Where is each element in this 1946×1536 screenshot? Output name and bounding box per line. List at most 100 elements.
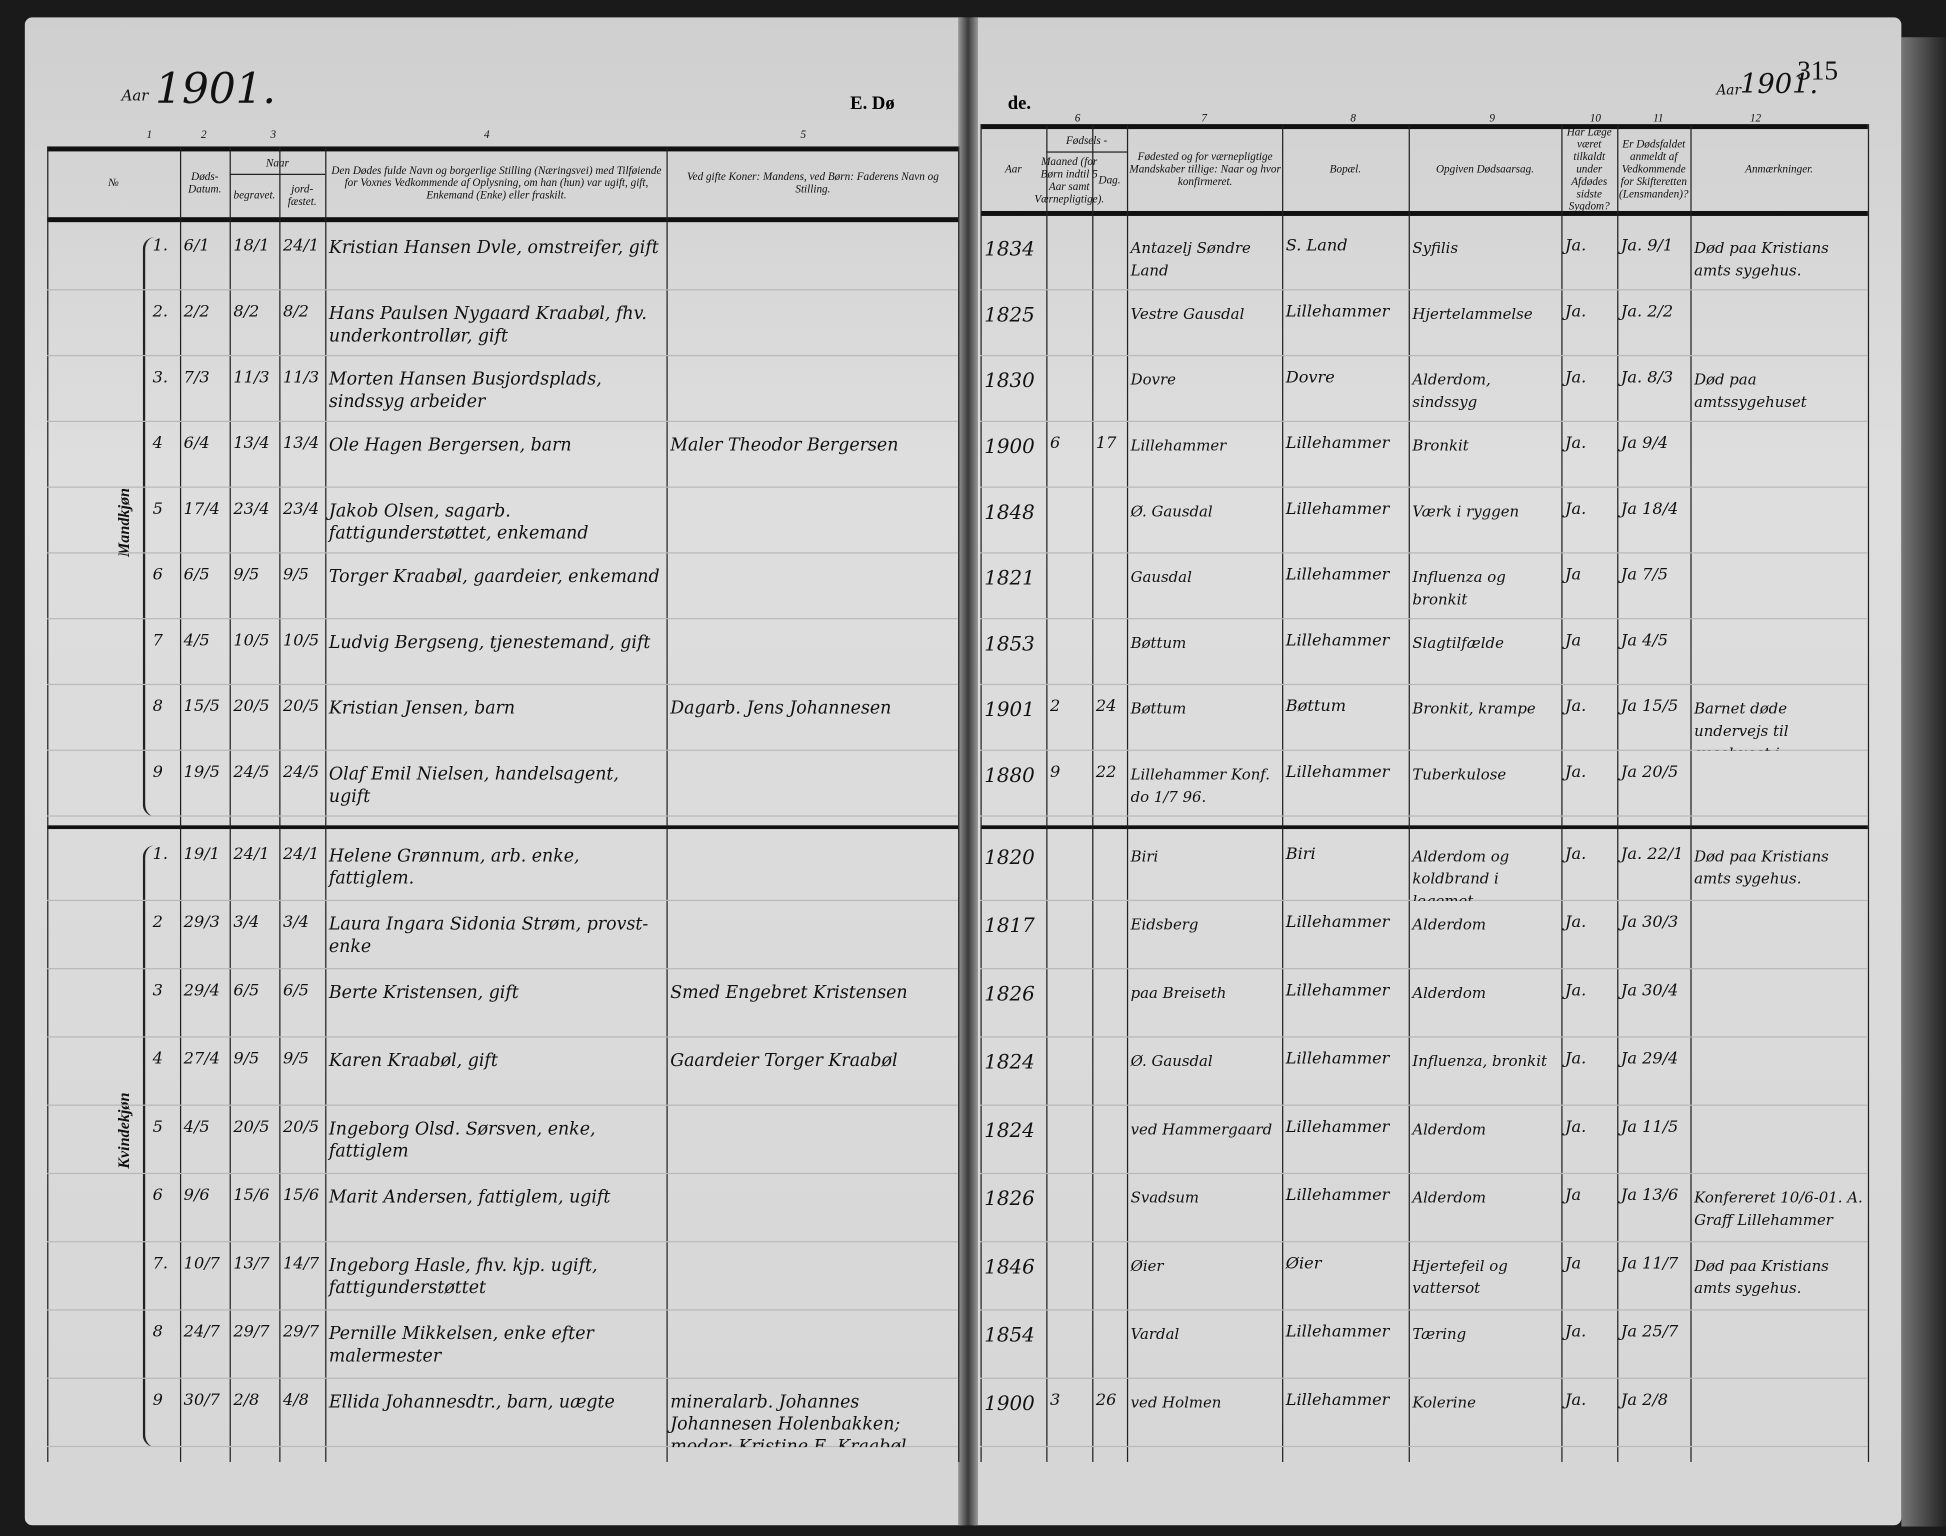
column-rule [1092, 124, 1094, 1463]
consecration-date: 20/5 [282, 1118, 320, 1137]
deceased-name: Kristian Jensen, barn [328, 698, 516, 719]
birth-month [1046, 1255, 1087, 1311]
death-date: 15/5 [183, 697, 220, 717]
doctor-called: Ja. [1565, 697, 1587, 717]
burial-date: 18/1 [233, 237, 270, 256]
death-date: 2/2 [183, 302, 210, 322]
entry-number: 3 [152, 981, 163, 1001]
parent-or-spouse [666, 500, 953, 553]
birth-day [1092, 632, 1122, 685]
residence: Øier [1285, 1254, 1322, 1274]
header-death-date: Døds-Datum. [188, 170, 222, 195]
birth-day: 17 [1095, 434, 1117, 454]
cause-of-death: Influenza og bronkit [1412, 568, 1506, 609]
death-date: 17/4 [183, 500, 220, 519]
birth-day [1092, 913, 1122, 969]
death-reported: Ja 29/4 [1620, 1049, 1679, 1069]
birth-day [1092, 1255, 1122, 1311]
consecration-date: 24/1 [282, 845, 320, 864]
row-rule [47, 1172, 959, 1175]
parent-or-spouse: Gaardeier Torger Kraabøl [670, 1051, 898, 1072]
remarks [1690, 566, 1863, 619]
row-rule [980, 354, 1868, 357]
birthplace: Lillehammer Konf. do 1/7 96. [1130, 765, 1271, 806]
burial-date: 9/5 [233, 1049, 260, 1069]
death-reported: Ja 30/4 [1620, 981, 1679, 1001]
birth-day [1092, 1118, 1122, 1174]
column-number: 12 [1749, 111, 1762, 125]
death-date: 6/5 [183, 565, 210, 585]
birth-year: 1824 [984, 1118, 1035, 1142]
death-date: 6/4 [183, 434, 210, 454]
death-date: 7/3 [183, 368, 210, 388]
row-rule [980, 1104, 1868, 1106]
birthplace: Lillehammer [1130, 436, 1227, 455]
row-rule [980, 815, 1868, 817]
remarks [1690, 1391, 1863, 1447]
parent-or-spouse [666, 845, 953, 901]
birth-month [1046, 500, 1087, 553]
row-rule [980, 968, 1868, 970]
section-bracket [142, 845, 158, 1448]
doctor-called: Ja. [1565, 845, 1587, 864]
birth-year: 1834 [984, 237, 1035, 261]
burial-date: 23/4 [233, 500, 270, 519]
parent-or-spouse [666, 763, 953, 816]
remarks: Død paa Kristians amts sygehus. [1694, 1257, 1829, 1297]
doctor-called: Ja. [1565, 368, 1587, 388]
remarks [1690, 763, 1863, 816]
birth-day [1092, 369, 1122, 422]
cause-of-death: Hjertelammelse [1412, 305, 1533, 323]
row-rule [47, 1309, 959, 1311]
birthplace: Øier [1130, 1257, 1164, 1275]
residence: Lillehammer [1285, 1186, 1390, 1206]
header-birth: Fødsels - [1065, 134, 1108, 147]
column-rule [1561, 124, 1563, 1463]
row-rule [980, 899, 1868, 902]
cause-of-death: Influenza, bronkit [1412, 1052, 1547, 1070]
column-rule [980, 124, 982, 1463]
doctor-called: Ja. [1565, 1049, 1587, 1069]
consecration-date: 15/6 [282, 1186, 320, 1206]
birthplace: Bøttum [1130, 699, 1187, 718]
entry-number: 2. [152, 302, 169, 322]
row-rule [980, 552, 1868, 554]
birth-day: 22 [1095, 763, 1117, 782]
row-rule [980, 749, 1868, 751]
entry-number: 3. [152, 368, 169, 388]
doctor-called: Ja. [1565, 500, 1587, 519]
entry-number: 6 [152, 1186, 163, 1206]
burial-date: 6/5 [233, 981, 260, 1001]
residence: Lillehammer [1285, 763, 1390, 782]
consecration-date: 9/5 [282, 565, 309, 585]
row-rule [47, 1104, 959, 1106]
deceased-name: Ingeborg Olsd. Sørsven, enke, fattiglem [328, 1119, 596, 1162]
column-number: 4 [484, 127, 490, 141]
parent-or-spouse: Dagarb. Jens Johannesen [670, 698, 892, 719]
deceased-name: Ingeborg Hasle, fhv. kjp. ugift, fattigu… [328, 1255, 598, 1299]
remarks: Død paa Kristians amts sygehus. [1694, 847, 1829, 888]
row-rule [980, 1309, 1868, 1311]
birthplace: Dovre [1130, 371, 1176, 389]
birth-day [1092, 500, 1122, 553]
burial-date: 20/5 [233, 1118, 270, 1137]
birth-month: 6 [1049, 434, 1061, 454]
entry-number: 1. [152, 237, 169, 256]
birthplace: Ø. Gausdal [1130, 1052, 1213, 1070]
parent-or-spouse: Smed Engebret Kristensen [670, 982, 908, 1003]
deceased-name: Ludvig Bergseng, tjenestemand, gift [328, 632, 651, 653]
birth-day [1092, 1050, 1122, 1106]
header-year: Aar [1004, 162, 1022, 175]
residence: Lillehammer [1285, 1118, 1390, 1137]
residence: Lillehammer [1285, 1049, 1390, 1069]
when-subrule [229, 173, 326, 175]
column-number: 9 [1489, 111, 1495, 125]
row-rule [980, 618, 1868, 620]
birth-year: 1817 [984, 913, 1035, 938]
column-rule [179, 146, 182, 1463]
remarks: Død paa amtssygehuset [1694, 371, 1807, 411]
consecration-date: 24/5 [282, 763, 320, 782]
residence: Biri [1285, 845, 1316, 864]
cause-of-death: Kolerine [1412, 1393, 1476, 1412]
header-residence: Bopæl. [1329, 162, 1362, 175]
